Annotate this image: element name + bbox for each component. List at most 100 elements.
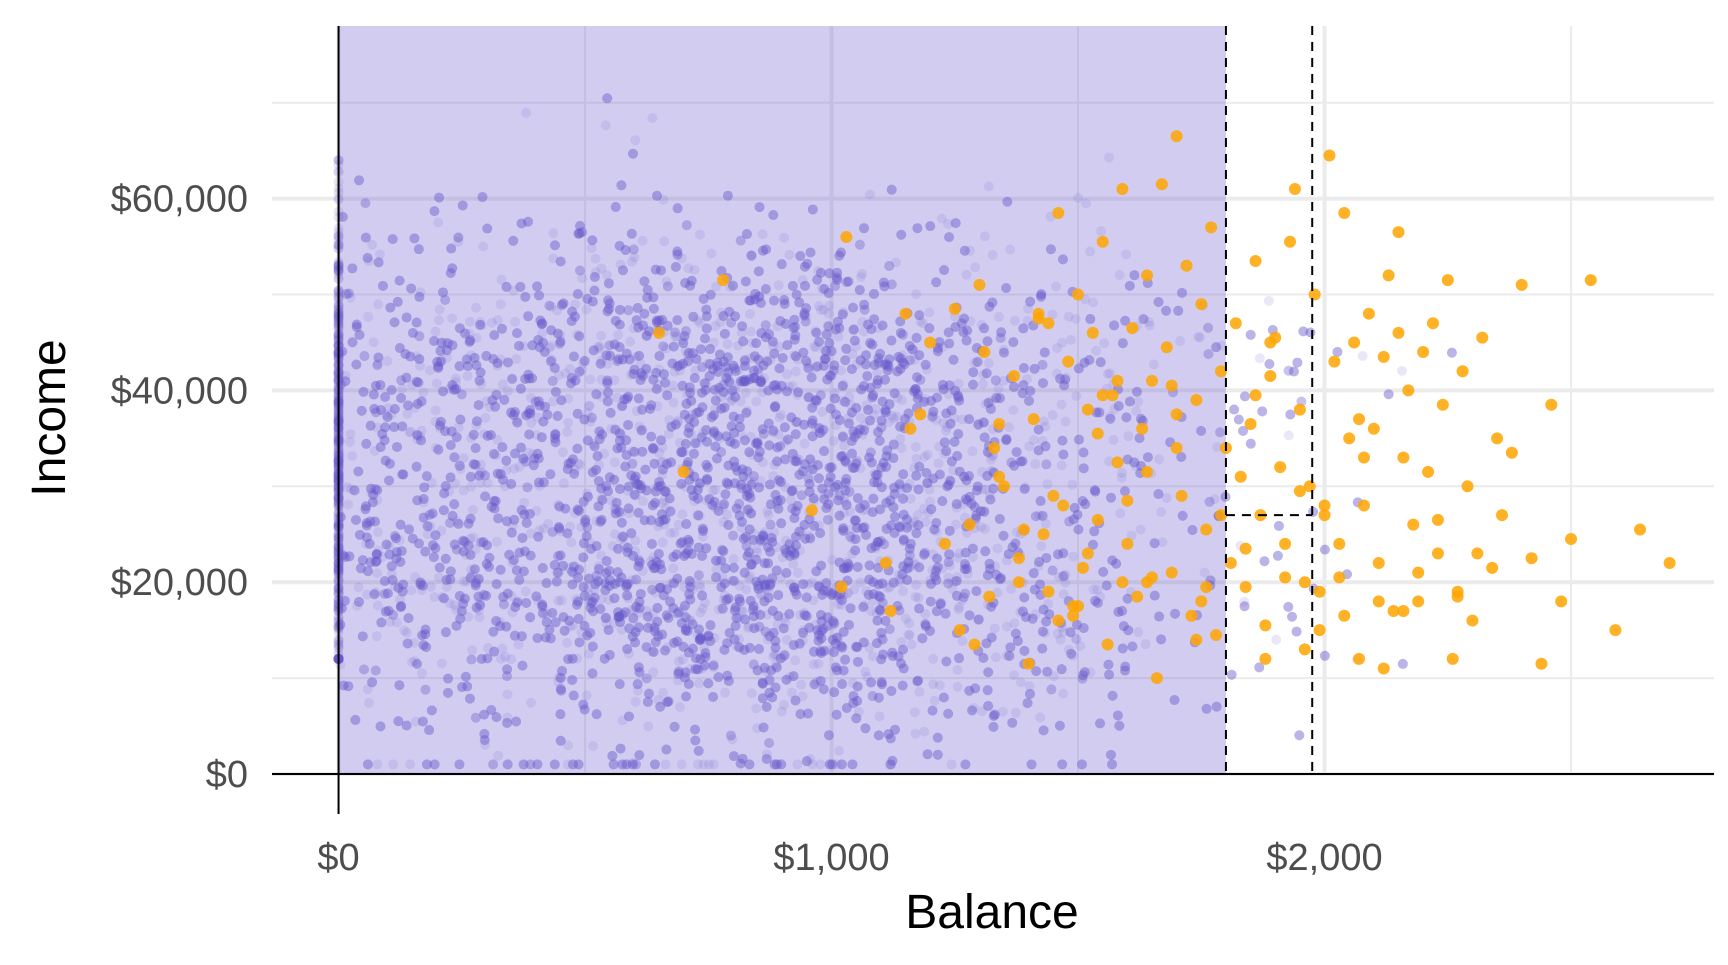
point-no-default (774, 280, 784, 290)
point-no-default (475, 612, 485, 622)
point-no-default (1067, 480, 1077, 490)
point-no-default (1175, 336, 1185, 346)
point-no-default (658, 537, 668, 547)
point-no-default (399, 626, 409, 636)
point-no-default (591, 254, 601, 264)
point-no-default (775, 412, 785, 422)
point-no-default (1284, 430, 1294, 440)
point-no-default (741, 388, 751, 398)
point-no-default (1039, 416, 1049, 426)
point-no-default (465, 317, 475, 327)
point-no-default (1085, 246, 1095, 256)
point-no-default (566, 537, 576, 547)
point-no-default (1005, 245, 1015, 255)
point-no-default (668, 563, 678, 573)
point-no-default (746, 327, 756, 337)
point-no-default (510, 317, 520, 327)
point-no-default (1149, 359, 1159, 369)
point-no-default (372, 568, 382, 578)
point-no-default (353, 582, 363, 592)
point-no-default (1029, 435, 1039, 445)
point-no-default (625, 337, 635, 347)
point-no-default (904, 630, 914, 640)
point-no-default (1121, 249, 1131, 259)
point-no-default (1140, 639, 1150, 649)
point-no-default (924, 307, 934, 317)
point-no-default (467, 645, 477, 655)
point-no-default (1011, 708, 1021, 718)
point-no-default (952, 665, 962, 675)
point-no-default (828, 436, 838, 446)
point-no-default (630, 135, 640, 145)
point-no-default (373, 600, 383, 610)
point-no-default (373, 299, 383, 309)
point-no-default (1133, 627, 1143, 637)
point-no-default (471, 303, 481, 313)
point-no-default (562, 427, 572, 437)
point-no-default (405, 759, 415, 769)
point-no-default (777, 707, 787, 717)
point-no-default (343, 500, 353, 510)
point-no-default (335, 436, 345, 446)
point-no-default (793, 568, 803, 578)
point-no-default (496, 299, 506, 309)
point-no-default (1156, 507, 1166, 517)
point-no-default (637, 236, 647, 246)
point-no-default (1043, 479, 1053, 489)
point-no-default (558, 447, 568, 457)
point-no-default (665, 528, 675, 538)
point-no-default (928, 654, 938, 664)
point-no-default (559, 478, 569, 488)
point-no-default (911, 442, 921, 452)
point-no-default (1035, 713, 1045, 723)
point-no-default (478, 241, 488, 251)
point-no-default (613, 330, 623, 340)
point-no-default (433, 217, 443, 227)
point-no-default (704, 759, 714, 769)
point-no-default (675, 702, 685, 712)
point-no-default (935, 680, 945, 690)
point-no-default (631, 697, 641, 707)
point-no-default (990, 624, 1000, 634)
point-no-default (502, 689, 512, 699)
point-no-default (1010, 316, 1020, 326)
point-no-default (1060, 417, 1070, 427)
point-no-default (953, 682, 963, 692)
point-no-default (521, 108, 531, 118)
point-no-default (694, 678, 704, 688)
point-no-default (661, 759, 671, 769)
point-no-default (953, 604, 963, 614)
point-no-default (1052, 343, 1062, 353)
point-no-default (984, 181, 994, 191)
point-no-default (1004, 422, 1014, 432)
point-no-default (911, 289, 921, 299)
point-no-default (1057, 460, 1067, 470)
point-no-default (962, 270, 972, 280)
point-no-default (911, 592, 921, 602)
point-no-default (970, 262, 980, 272)
point-no-default (1068, 552, 1078, 562)
point-no-default (388, 759, 398, 769)
point-no-default (745, 309, 755, 319)
point-no-default (563, 418, 573, 428)
point-no-default (503, 386, 513, 396)
point-no-default (910, 707, 920, 717)
point-no-default (723, 339, 733, 349)
point-no-default (919, 727, 929, 737)
point-no-default (447, 313, 457, 323)
point-no-default (791, 366, 801, 376)
point-no-default (1123, 431, 1133, 441)
point-no-default (988, 250, 998, 260)
point-no-default (372, 631, 382, 641)
point-no-default (993, 543, 1003, 553)
point-no-default (934, 458, 944, 468)
point-no-default (364, 698, 374, 708)
point-no-default (790, 655, 800, 665)
point-no-default (816, 305, 826, 315)
point-no-default (1088, 584, 1098, 594)
point-no-default (1397, 366, 1407, 376)
point-no-default (1109, 435, 1119, 445)
point-no-default (910, 729, 920, 739)
point-no-default (796, 680, 806, 690)
point-no-default (907, 639, 917, 649)
